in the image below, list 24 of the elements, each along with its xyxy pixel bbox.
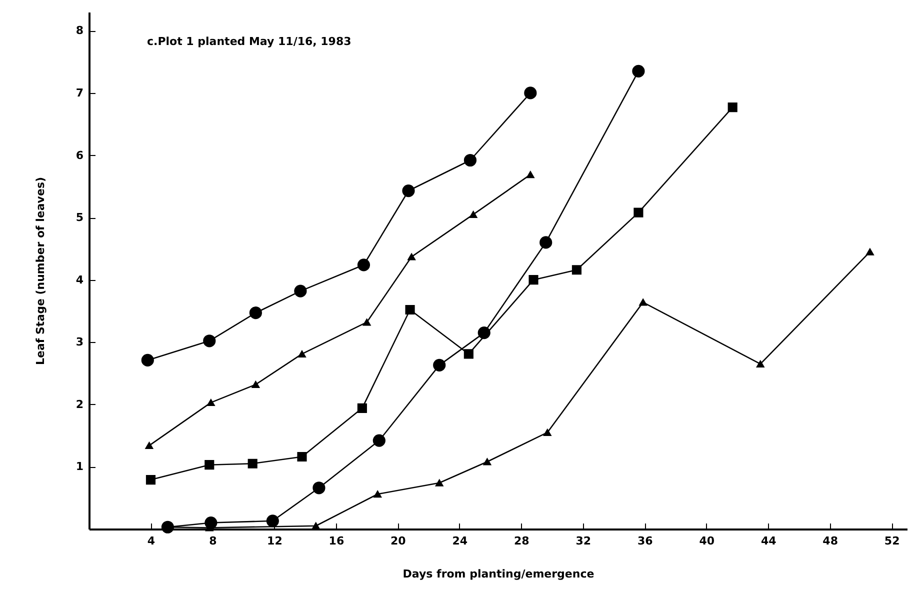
x-tick-label: 4: [147, 534, 156, 548]
y-axis-title: Leaf Stage (number of leaves): [34, 176, 47, 366]
x-tick-label: 40: [699, 534, 715, 548]
y-tick-label: 4: [76, 273, 84, 286]
x-tick-label: 52: [884, 534, 900, 548]
y-tick-label: 8: [76, 24, 84, 38]
x-tick-label: 32: [576, 534, 592, 548]
x-tick-label: 16: [328, 534, 344, 548]
y-tick-label: 5: [76, 211, 84, 224]
x-axis-title: Days from planting/emergence: [402, 568, 594, 580]
annotation: c.Plot 1 planted May 11/16, 1983: [147, 35, 352, 48]
x-tick-label: 48: [822, 534, 838, 548]
x-tick-label: 20: [390, 534, 406, 548]
x-tick-label: 44: [760, 534, 777, 548]
x-tick-label: 12: [267, 534, 282, 548]
x-tick-label: 8: [209, 534, 217, 548]
y-tick-label: 2: [76, 398, 84, 411]
x-tick-label: 36: [637, 534, 654, 548]
y-tick-label: 7: [76, 86, 84, 100]
x-tick-label: 28: [514, 534, 530, 548]
y-tick-label: 1: [76, 460, 84, 474]
y-tick-label: 3: [76, 336, 84, 349]
x-tick-label: 24: [452, 534, 468, 548]
y-tick-label: 6: [76, 148, 84, 162]
